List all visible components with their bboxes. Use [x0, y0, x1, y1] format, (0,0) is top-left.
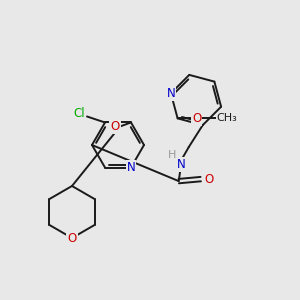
Text: CH₃: CH₃	[217, 113, 237, 123]
Text: N: N	[167, 87, 175, 100]
Text: O: O	[68, 232, 76, 244]
Text: H: H	[167, 150, 176, 160]
Text: O: O	[204, 172, 213, 186]
Text: N: N	[127, 161, 135, 174]
Text: Cl: Cl	[73, 107, 85, 120]
Text: O: O	[110, 120, 120, 133]
Text: N: N	[177, 158, 186, 171]
Text: O: O	[192, 112, 201, 125]
